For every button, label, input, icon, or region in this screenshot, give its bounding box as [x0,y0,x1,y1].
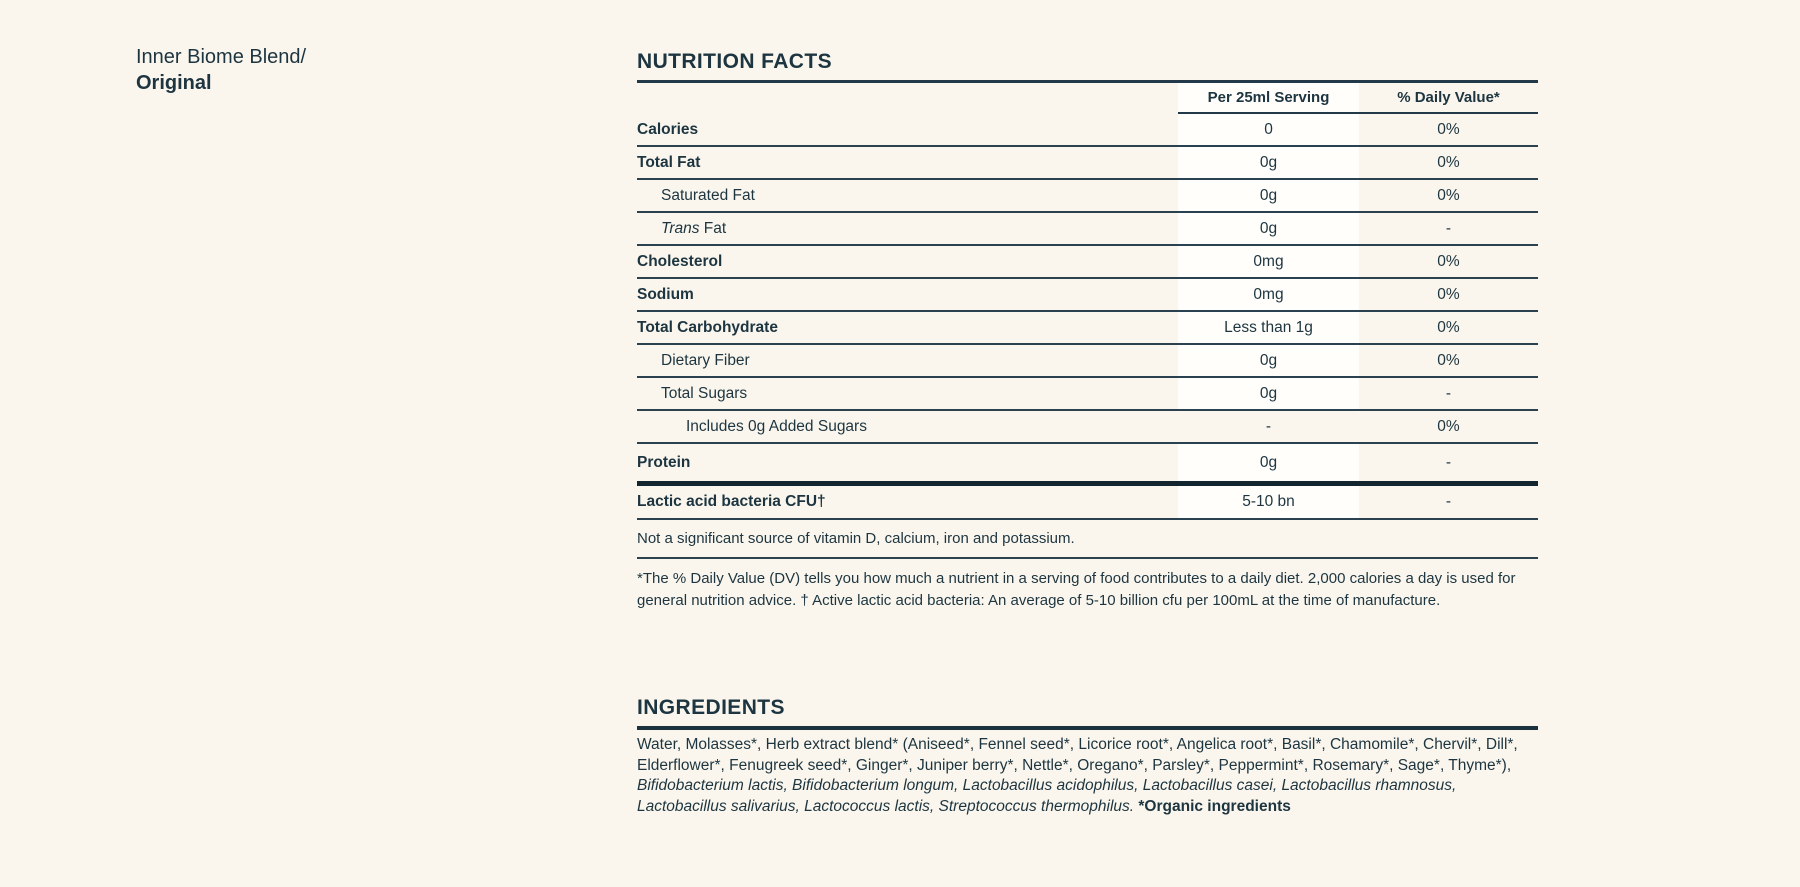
table-row-calories: Calories 0 0% [637,114,1538,147]
ingredients-divider [637,726,1538,730]
daily-value: 0% [1437,153,1460,171]
serving-value: - [1265,417,1272,435]
serving-value: 5-10 bn [1178,486,1359,518]
daily-value: - [1445,219,1452,237]
product-variant: Original [136,72,212,94]
table-row-lactic-acid-bacteria: Lactic acid bacteria CFU† 5-10 bn - [637,486,1538,520]
table-row-sodium: Sodium 0mg 0% [637,279,1538,312]
serving-value: 0 [1178,114,1359,145]
daily-value: 0% [1437,285,1460,303]
daily-value: 0% [1437,120,1460,138]
serving-value: 0mg [1178,246,1359,277]
daily-value-footnote: *The % Daily Value (DV) tells you how mu… [637,570,1516,609]
table-row-total-sugars: Total Sugars 0g - [637,378,1538,411]
serving-value: 0g [1178,180,1359,211]
table-row-cholesterol: Cholesterol 0mg 0% [637,246,1538,279]
ingredients-section: INGREDIENTS Water, Molasses*, Herb extra… [637,688,1538,817]
title-divider [637,80,1538,83]
header-spacer [637,83,1178,114]
product-name: Inner Biome Blend/ [136,46,307,68]
daily-value: 0% [1437,252,1460,270]
serving-value: 0g [1178,444,1359,481]
table-row-trans-fat: Trans Fat 0g - [637,213,1538,246]
daily-value: - [1445,453,1452,471]
table-row-dietary-fiber: Dietary Fiber 0g 0% [637,345,1538,378]
daily-value: 0% [1437,351,1460,369]
ingredients-text: Water, Molasses*, Herb extract blend* (A… [637,735,1538,817]
nutrition-facts-title: NUTRITION FACTS [637,50,832,73]
table-header-row: Per 25ml Serving % Daily Value* [637,83,1538,114]
trans-italic: Trans [661,219,704,237]
ingredients-regular: Water, Molasses*, Herb extract blend* (A… [637,736,1518,774]
table-row-protein: Protein 0g - [637,444,1538,481]
serving-value: 0g [1178,213,1359,244]
not-significant-note: Not a significant source of vitamin D, c… [637,520,1538,559]
nutrition-panel: NUTRITION FACTS Per 25ml Serving % Daily… [637,42,1538,817]
product-title: Inner Biome Blend/ Original [136,44,306,96]
column-header-daily-value: % Daily Value* [1359,83,1538,114]
thick-divider [637,481,1538,486]
daily-value: 0% [1437,186,1460,204]
serving-value: 0mg [1178,279,1359,310]
table-row-added-sugars: Includes 0g Added Sugars - 0% [637,411,1538,444]
column-header-serving: Per 25ml Serving [1178,83,1359,114]
serving-value: 0g [1178,345,1359,376]
serving-value: 0g [1178,378,1359,409]
table-row-total-fat: Total Fat 0g 0% [637,147,1538,180]
daily-value: - [1445,384,1452,402]
daily-value: 0% [1437,417,1460,435]
ingredients-title: INGREDIENTS [637,696,785,719]
daily-value: 0% [1437,318,1460,336]
ingredients-bacteria-italic: Bifidobacterium lactis, Bifidobacterium … [637,777,1457,815]
table-row-total-carbohydrate: Total Carbohydrate Less than 1g 0% [637,312,1538,345]
table-row-saturated-fat: Saturated Fat 0g 0% [637,180,1538,213]
serving-value: Less than 1g [1178,312,1359,343]
daily-value: - [1445,493,1452,510]
serving-value: 0g [1178,147,1359,178]
organic-ingredients-note: *Organic ingredients [1134,797,1291,815]
